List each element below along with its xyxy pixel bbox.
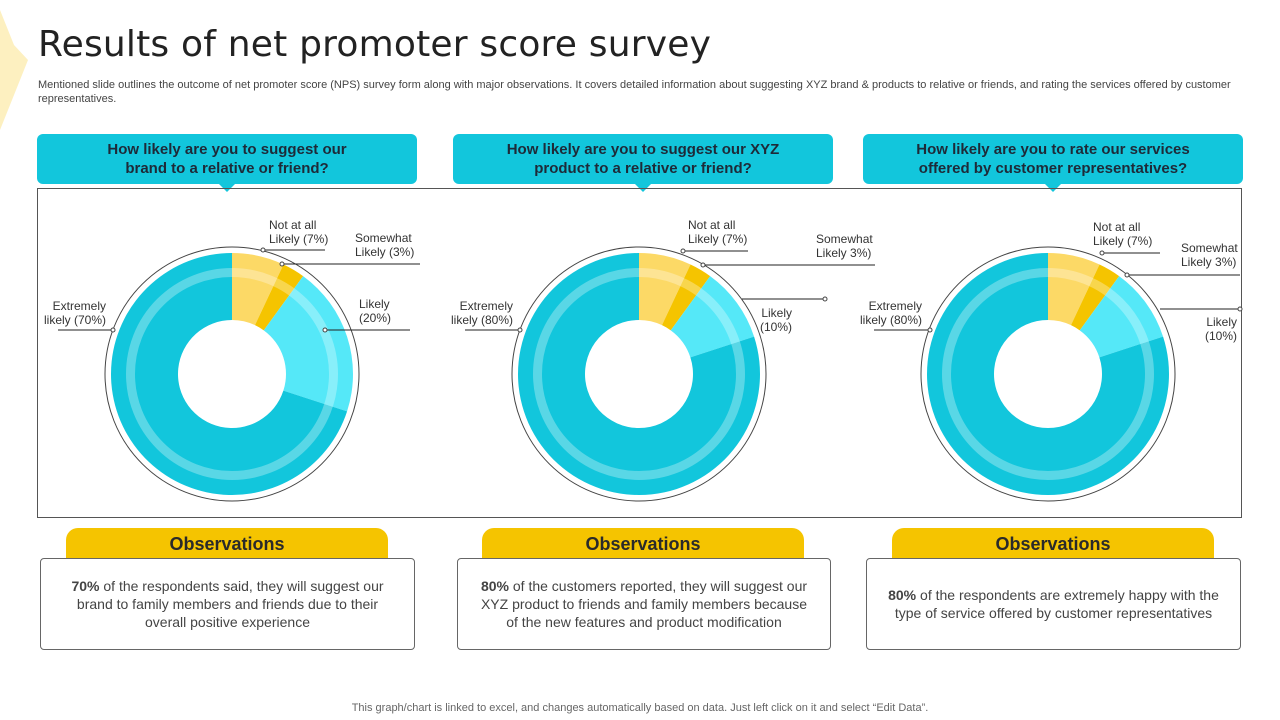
- donut-1-leader-dot-somewhat: [279, 261, 285, 267]
- donut-inner-ring-2: [533, 268, 745, 480]
- donut-3-label-somewhat: Somewhat Likely 3%): [1181, 241, 1238, 269]
- donut-chart-3: Not at all Likely (7%) Somewhat Likely 3%) L…: [860, 220, 1243, 502]
- donut-3-slice-somewhat: [1070, 264, 1120, 331]
- donut-outline-3: [920, 246, 1176, 502]
- donut-outline-2: [511, 246, 767, 502]
- donut-2-label-likely: Likely (10%): [760, 306, 792, 334]
- donut-2-label-somewhat: Somewhat Likely 3%): [816, 232, 873, 260]
- question-text-1: How likely are you to suggest our brand …: [107, 141, 347, 177]
- donut-1-label-likely: Likely (20%): [359, 297, 391, 325]
- decorative-corner-shape: [0, 10, 28, 130]
- donut-2-leader-dot-not-at-all: [680, 248, 686, 254]
- observation-highlight-3: 80%: [888, 587, 917, 603]
- question-box-1: How likely are you to suggest our brand …: [37, 134, 417, 192]
- observation-highlight-1: 70%: [71, 578, 100, 594]
- donut-2-leader-dot-extremely: [517, 327, 523, 333]
- donut-2-label-extremely: Extremely likely (80%): [451, 299, 513, 327]
- observation-text-2: of the customers reported, they will sug…: [480, 578, 808, 630]
- donut-1-slice-somewhat: [254, 264, 304, 331]
- donut-3-label-extremely: Extremely likely (80%): [860, 299, 922, 327]
- donut-chart-2: Not at all Likely (7%) Somewhat Likely 3%) L…: [451, 218, 875, 502]
- observation-text-3: of the respondents are extremely happy w…: [894, 587, 1219, 621]
- observation-text-1: of the respondents said, they will sugge…: [76, 578, 384, 630]
- donut-1-leader-dot-likely: [322, 327, 328, 333]
- donut-2-leader-dot-likely: [822, 296, 828, 302]
- donut-outline-1: [104, 246, 360, 502]
- question-box-2: How likely are you to suggest our XYZ pr…: [453, 134, 833, 192]
- donut-3-label-likely: Likely (10%): [1205, 315, 1237, 343]
- donut-3-slice-likely: [1079, 276, 1164, 358]
- observation-card-3: 80% of the respondents are extremely hap…: [866, 558, 1241, 650]
- donut-1-label-not-at-all: Not at all Likely (7%): [269, 218, 328, 246]
- donut-1-slice-likely: [263, 276, 353, 412]
- observation-card-1: 70% of the respondents said, they will s…: [40, 558, 415, 650]
- question-pointer-2: [634, 183, 652, 192]
- donut-2-label-not-at-all: Not at all Likely (7%): [688, 218, 747, 246]
- donut-1-slice-extremely: [110, 253, 348, 495]
- donut-1-leader-dot-not-at-all: [260, 247, 266, 253]
- charts-frame: [37, 188, 1242, 518]
- donut-3-leader-dot-somewhat: [1124, 272, 1130, 278]
- donut-3-label-not-at-all: Not at all Likely (7%): [1093, 220, 1152, 248]
- question-pointer-1: [218, 183, 236, 192]
- donut-2-slice-extremely: [517, 253, 760, 495]
- page-title: Results of net promoter score survey: [38, 24, 712, 65]
- observation-heading-3: Observations: [892, 528, 1214, 560]
- donut-1-leader-dot-extremely: [110, 327, 116, 333]
- question-box-3: How likely are you to rate our services …: [863, 134, 1243, 192]
- footer-note: This graph/chart is linked to excel, and…: [351, 702, 929, 714]
- donut-3-slice-extremely: [926, 253, 1169, 495]
- observation-heading-1: Observations: [66, 528, 388, 560]
- donut-2-leader-dot-somewhat: [700, 262, 706, 268]
- donut-3-leader-dot-not-at-all: [1099, 250, 1105, 256]
- donut-1-label-extremely: Extremely likely (70%): [44, 299, 106, 327]
- donut-1-label-somewhat: Somewhat Likely (3%): [355, 231, 414, 259]
- donut-2-slice-not-at-all: [639, 253, 691, 326]
- observation-highlight-2: 80%: [480, 578, 509, 594]
- donut-inner-ring-1: [126, 268, 338, 480]
- question-text-3: How likely are you to rate our services …: [916, 141, 1190, 177]
- question-text-2: How likely are you to suggest our XYZ pr…: [506, 141, 780, 177]
- donut-chart-1: Not at all Likely (7%) Somewhat Likely (3%)…: [44, 218, 420, 502]
- donut-2-slice-somewhat: [661, 264, 711, 331]
- observation-heading-2: Observations: [482, 528, 804, 560]
- question-pointer-3: [1044, 183, 1062, 192]
- donut-3-slice-not-at-all: [1048, 253, 1100, 326]
- page-subtitle: Mentioned slide outlines the outcome of …: [38, 79, 1231, 105]
- donut-1-slice-not-at-all: [232, 253, 284, 326]
- donut-3-leader-dot-extremely: [927, 327, 933, 333]
- donut-3-leader-dot-likely: [1237, 306, 1243, 312]
- observation-card-2: 80% of the customers reported, they will…: [457, 558, 831, 650]
- donut-2-slice-likely: [670, 276, 755, 358]
- donut-inner-ring-3: [942, 268, 1154, 480]
